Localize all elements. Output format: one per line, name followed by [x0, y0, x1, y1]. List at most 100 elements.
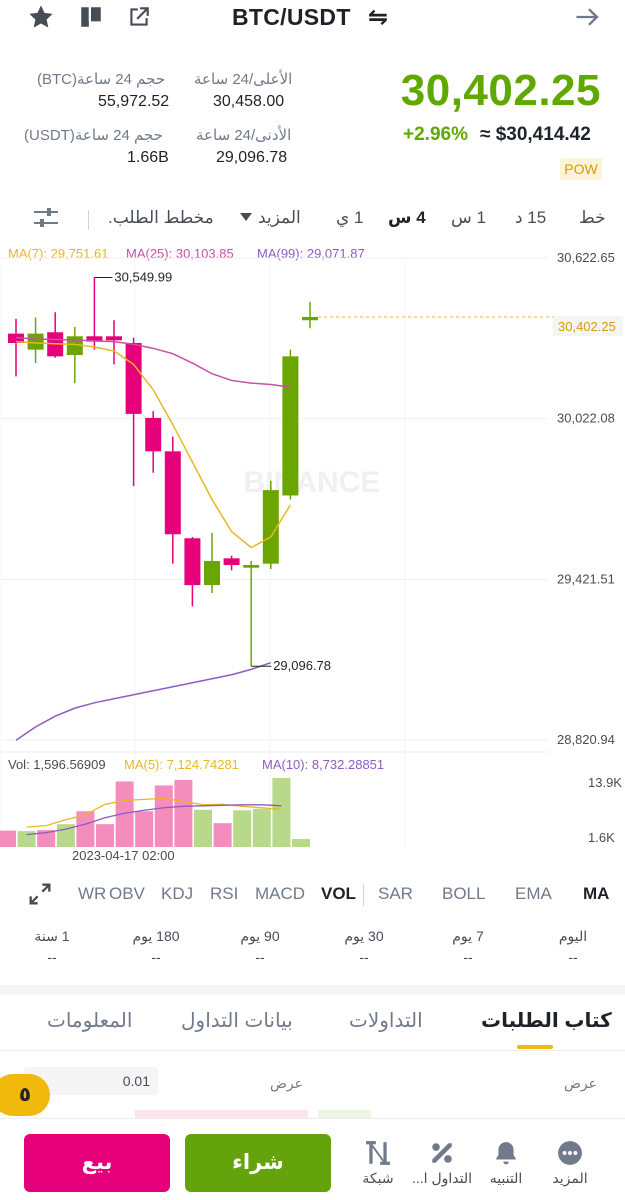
- tab-4h[interactable]: 4 س: [388, 208, 426, 227]
- indicator-kdj[interactable]: KDJ: [161, 884, 194, 903]
- tab-1h[interactable]: 1 س: [451, 208, 486, 227]
- change-percent: +2.96%: [403, 124, 468, 145]
- volume-bar: [252, 808, 271, 847]
- volume-bar: [194, 809, 212, 847]
- vol-usdt-label: حجم 24 ساعة(USDT): [24, 127, 163, 144]
- sell-button[interactable]: بيع: [24, 1134, 170, 1192]
- period-180d-label: 180 يوم: [132, 928, 180, 944]
- candle-body: [282, 356, 299, 496]
- current-price-tag: 30,402.25: [558, 319, 616, 334]
- y-axis-label: 30,622.65: [557, 250, 615, 265]
- candle-body: [184, 538, 201, 586]
- low-24h-value: 29,096.78: [216, 149, 288, 166]
- indicator-macd[interactable]: MACD: [255, 884, 306, 903]
- tab-info[interactable]: المعلومات: [47, 1010, 133, 1032]
- expand-icon[interactable]: [26, 880, 54, 908]
- vol-ma5-legend: MA(5): 7,124.74281: [124, 757, 239, 772]
- indicator-ma[interactable]: MA: [583, 884, 610, 903]
- candle-body: [164, 451, 181, 535]
- nav-margin[interactable]: التداول ا...: [412, 1140, 472, 1196]
- volume-bar: [233, 810, 252, 847]
- section-divider: [0, 985, 625, 995]
- volume-bar: [96, 824, 114, 847]
- back-arrow-icon[interactable]: [572, 2, 602, 32]
- timeframe-divider: [88, 210, 89, 230]
- volume-bar: [115, 781, 134, 847]
- nav-more-label: المزيد: [552, 1170, 588, 1186]
- period-7d-label: 7 يوم: [452, 928, 484, 944]
- orderbook-ask-label: عرض: [270, 1075, 304, 1091]
- candle-body: [204, 561, 220, 586]
- vol-usdt-value: 1.66B: [127, 149, 169, 166]
- high-24h-label: الأعلى/24 ساعة: [194, 71, 293, 88]
- tab-trading-data[interactable]: بيانات التداول: [181, 1010, 293, 1032]
- period-30d-value: --: [359, 949, 369, 965]
- bell-icon: [496, 1142, 516, 1165]
- date-label: 2023-04-17 02:00: [72, 848, 175, 863]
- period-90d-label: 90 يوم: [240, 928, 280, 944]
- indicator-vol[interactable]: VOL: [321, 884, 356, 903]
- tab-line[interactable]: خط: [579, 208, 606, 227]
- y-axis-label: 30,022.08: [557, 411, 615, 426]
- period-7d-value: --: [463, 949, 473, 965]
- nav-alert-label: التنبيه: [489, 1170, 523, 1186]
- period-30d-label: 30 يوم: [344, 928, 384, 944]
- low-annotation: 29,096.78: [273, 658, 331, 673]
- tab-more: المزيد: [258, 208, 301, 227]
- floating-badge[interactable]: ٥: [0, 1074, 50, 1116]
- volume-bar: [37, 830, 56, 847]
- buy-button[interactable]: شراء: [185, 1134, 331, 1192]
- volume-bar: [76, 811, 95, 847]
- volume-bar: [272, 778, 291, 847]
- indicator-boll[interactable]: BOLL: [442, 884, 486, 903]
- period-today-value: --: [568, 949, 578, 965]
- candle-body: [262, 490, 279, 564]
- candle-body: [66, 336, 83, 356]
- volume-bars: [0, 778, 310, 847]
- star-icon[interactable]: [26, 2, 56, 32]
- header: BTC/USDT ⇋: [0, 0, 625, 40]
- candles: [8, 277, 318, 667]
- indicator-wr[interactable]: WR: [78, 884, 107, 903]
- share-icon[interactable]: [124, 2, 154, 32]
- nav-more[interactable]: المزيد: [540, 1140, 600, 1196]
- indicator-rsi[interactable]: RSI: [210, 884, 239, 903]
- settings-sliders-icon[interactable]: [32, 206, 60, 230]
- indicator-obv[interactable]: OBV: [109, 884, 145, 903]
- flag-icon[interactable]: [76, 2, 106, 32]
- tabs-separator: [0, 1050, 625, 1051]
- indicator-sar[interactable]: SAR: [378, 884, 413, 903]
- period-1y-value: --: [47, 949, 57, 965]
- indicator-divider: [363, 884, 364, 906]
- tab-15m[interactable]: 15 د: [515, 208, 547, 227]
- high-24h-value: 30,458.00: [213, 93, 285, 110]
- caret-down-icon: [240, 213, 252, 221]
- tab-1d[interactable]: 1 ي: [336, 208, 364, 227]
- swap-icon[interactable]: ⇋: [368, 4, 389, 31]
- candle-body: [223, 558, 240, 566]
- tab-depth-chart[interactable]: مخطط الطلب.: [108, 208, 214, 227]
- price-chart[interactable]: BINANCE 30,402.25 30,622.6530,022.0829,4…: [0, 240, 625, 870]
- vol-btc-label: حجم 24 ساعة(BTC): [37, 71, 166, 88]
- orderbook-bid-label: عرض: [564, 1075, 598, 1091]
- grid-icon: [366, 1141, 390, 1165]
- tab-order-book[interactable]: كتاب الطلبات: [481, 1010, 612, 1032]
- vol-ma5-line: [26, 797, 282, 828]
- candle-body: [86, 336, 103, 342]
- nav-grid[interactable]: شبكة: [348, 1140, 408, 1196]
- high-annotation: 30,549.99: [114, 269, 172, 284]
- current-price-tag-bg: [553, 316, 623, 336]
- indicator-ema[interactable]: EMA: [515, 884, 552, 903]
- low-24h-label: الأدنى/24 ساعة: [196, 127, 292, 144]
- volume-bar: [213, 823, 232, 847]
- candle-body: [106, 336, 122, 341]
- pair-title[interactable]: BTC/USDT: [232, 4, 351, 30]
- usd-equivalent: ≈ $30,414.42: [480, 124, 591, 145]
- y-axis-label: 29,421.51: [557, 571, 615, 586]
- y-axis-label: 28,820.94: [557, 732, 615, 747]
- pow-tag[interactable]: POW: [560, 158, 602, 180]
- nav-grid-label: شبكة: [362, 1170, 394, 1186]
- tab-trades[interactable]: التداولات: [349, 1010, 423, 1032]
- vol-ma10-legend: MA(10): 8,732.28851: [262, 757, 384, 772]
- nav-alert[interactable]: التنبيه: [476, 1140, 536, 1196]
